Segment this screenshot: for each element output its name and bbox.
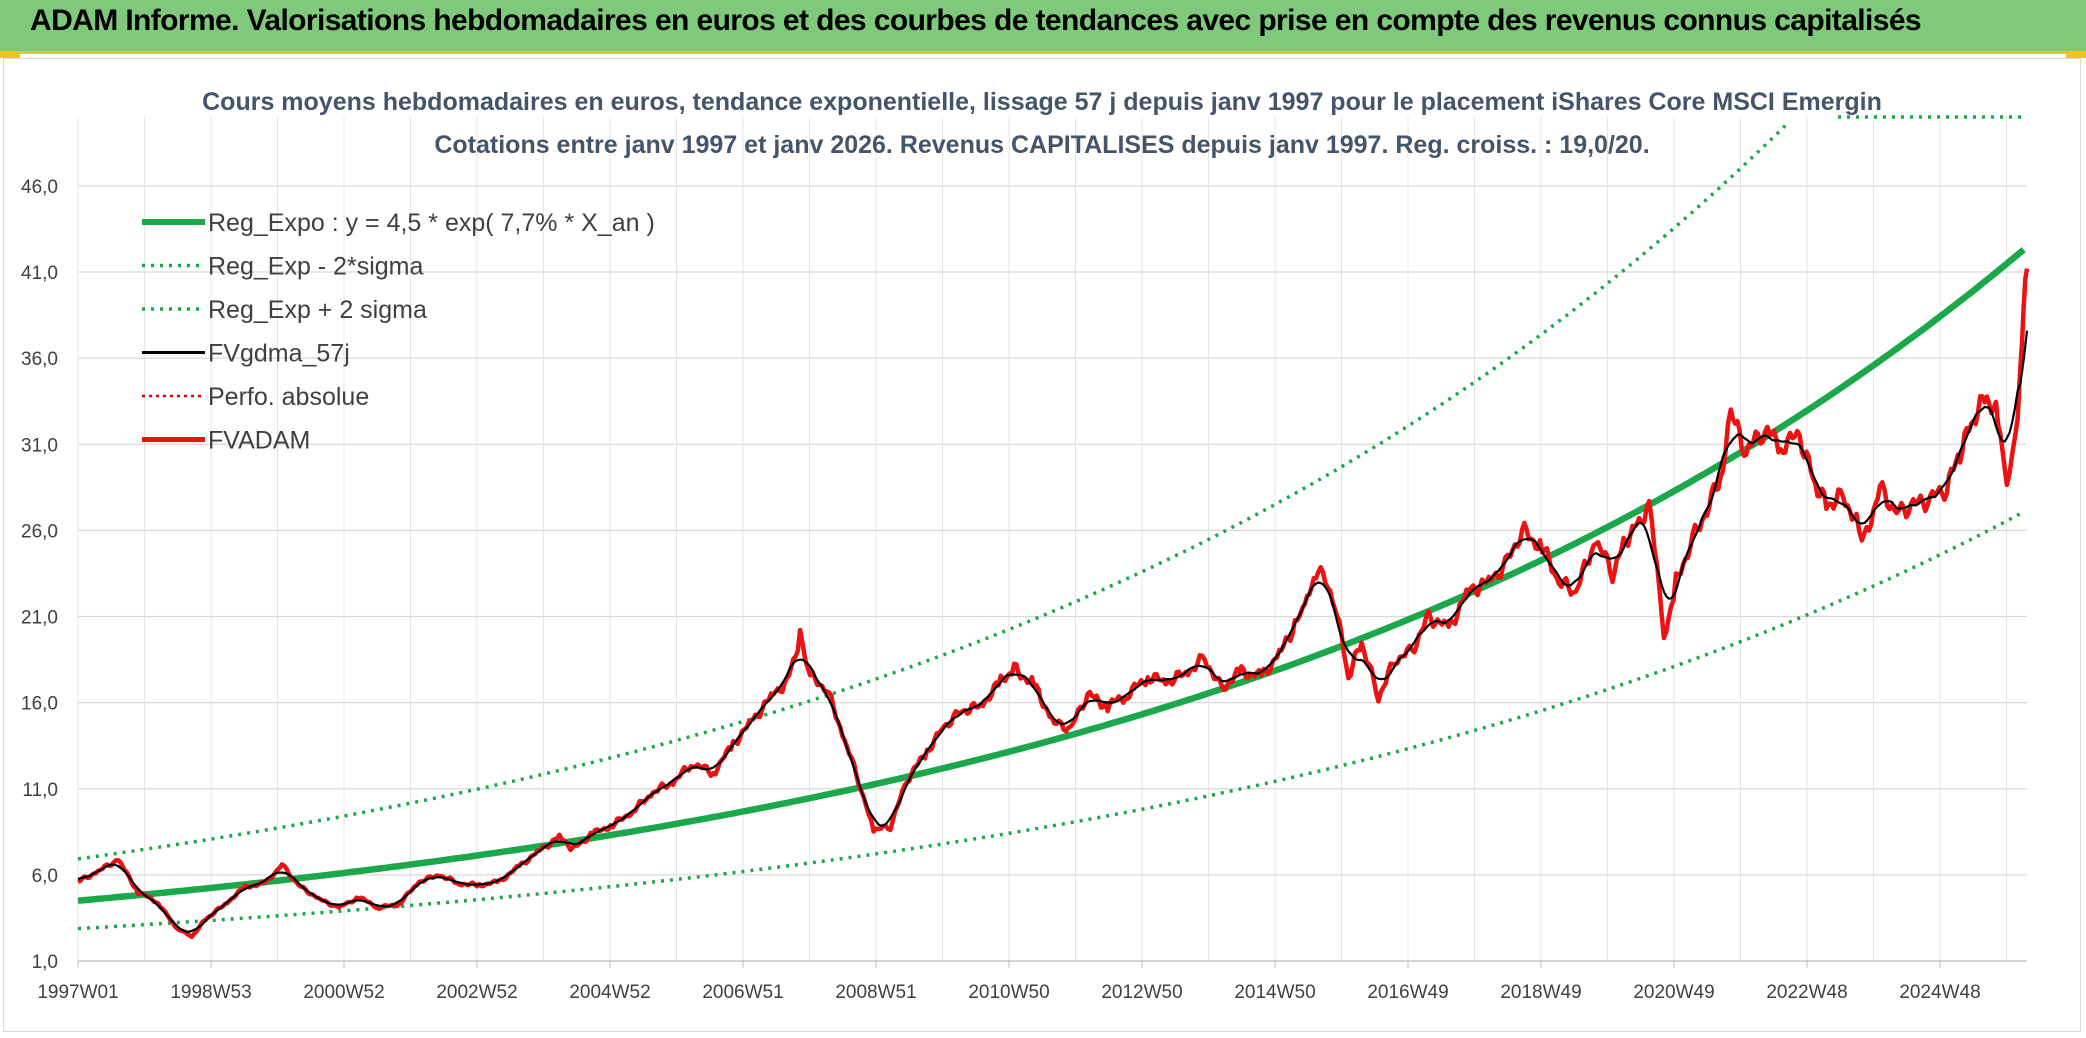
legend-label: Reg_Exp + 2 sigma xyxy=(208,296,427,324)
x-tick-label: 2024W48 xyxy=(1899,982,1980,1003)
y-tick-label: 6,0 xyxy=(32,866,58,887)
legend-label: Perfo. absolue xyxy=(208,383,369,411)
legend-label: Reg_Expo : y = 4,5 * exp( 7,7% * X_an ) xyxy=(208,209,655,237)
chart-frame xyxy=(3,58,2081,1032)
header-corner-left xyxy=(0,51,20,58)
x-tick-label: 2020W49 xyxy=(1633,982,1714,1003)
x-tick-label: 2002W52 xyxy=(436,982,517,1003)
chart-legend: Reg_Expo : y = 4,5 * exp( 7,7% * X_an ) R… xyxy=(142,209,655,455)
y-tick-label: 21,0 xyxy=(21,608,58,629)
y-tick-label: 41,0 xyxy=(21,263,58,284)
x-tick-label: 2000W52 xyxy=(303,982,384,1003)
x-tick-label: 2004W52 xyxy=(569,982,650,1003)
chart-grid xyxy=(77,117,2027,968)
y-tick-label: 31,0 xyxy=(21,435,58,456)
legend-label: FVgdma_57j xyxy=(208,340,350,368)
legend-label: FVADAM xyxy=(208,427,310,455)
series-reg-expo xyxy=(77,247,2026,904)
x-tick-label: 2010W50 xyxy=(968,982,1049,1003)
series-fvgdma-57j xyxy=(77,330,2029,933)
x-tick-label: 2016W49 xyxy=(1367,982,1448,1003)
x-tick-label: 2014W50 xyxy=(1234,982,1315,1003)
legend-label: Reg_Exp - 2*sigma xyxy=(208,253,423,281)
y-tick-label: 36,0 xyxy=(21,349,58,370)
x-tick-label: 2006W51 xyxy=(702,982,783,1003)
y-tick-label: 1,0 xyxy=(32,952,58,973)
y-axis-ticks: 1,0 6,0 11,0 16,0 21,0 26,0 31,0 36,0 41,0 46,0 xyxy=(21,177,58,973)
series-reg-exp-minus-2sigma xyxy=(77,510,2025,931)
y-tick-label: 11,0 xyxy=(22,780,58,801)
header-corner-right xyxy=(2066,51,2086,58)
x-tick-label: 2022W48 xyxy=(1766,982,1847,1003)
x-tick-label: 1997W01 xyxy=(37,982,118,1003)
report-title: ADAM Informe. Valorisations hebdomadaire… xyxy=(30,4,1922,37)
y-tick-label: 46,0 xyxy=(21,177,58,198)
y-tick-label: 26,0 xyxy=(21,521,58,542)
chart-series xyxy=(77,120,2030,940)
series-fvadam xyxy=(77,268,2030,940)
y-tick-label: 16,0 xyxy=(21,694,58,715)
series-reg-exp-plus-2sigma xyxy=(77,120,1791,861)
x-tick-label: 2008W51 xyxy=(835,982,916,1003)
x-tick-label: 2018W49 xyxy=(1500,982,1581,1003)
chart-subtitle-line1: Cours moyens hebdomadaires en euros, ten… xyxy=(202,88,1882,116)
x-tick-label: 1998W53 xyxy=(170,982,251,1003)
header-bar: ADAM Informe. Valorisations hebdomadaire… xyxy=(0,0,2086,54)
chart-subtitle-line2: Cotations entre janv 1997 et janv 2026. … xyxy=(434,131,1649,159)
x-axis-ticks: 1997W01 1998W53 2000W52 2002W52 2004W52 2006W… xyxy=(37,982,1980,1003)
x-tick-label: 2012W50 xyxy=(1101,982,1182,1003)
